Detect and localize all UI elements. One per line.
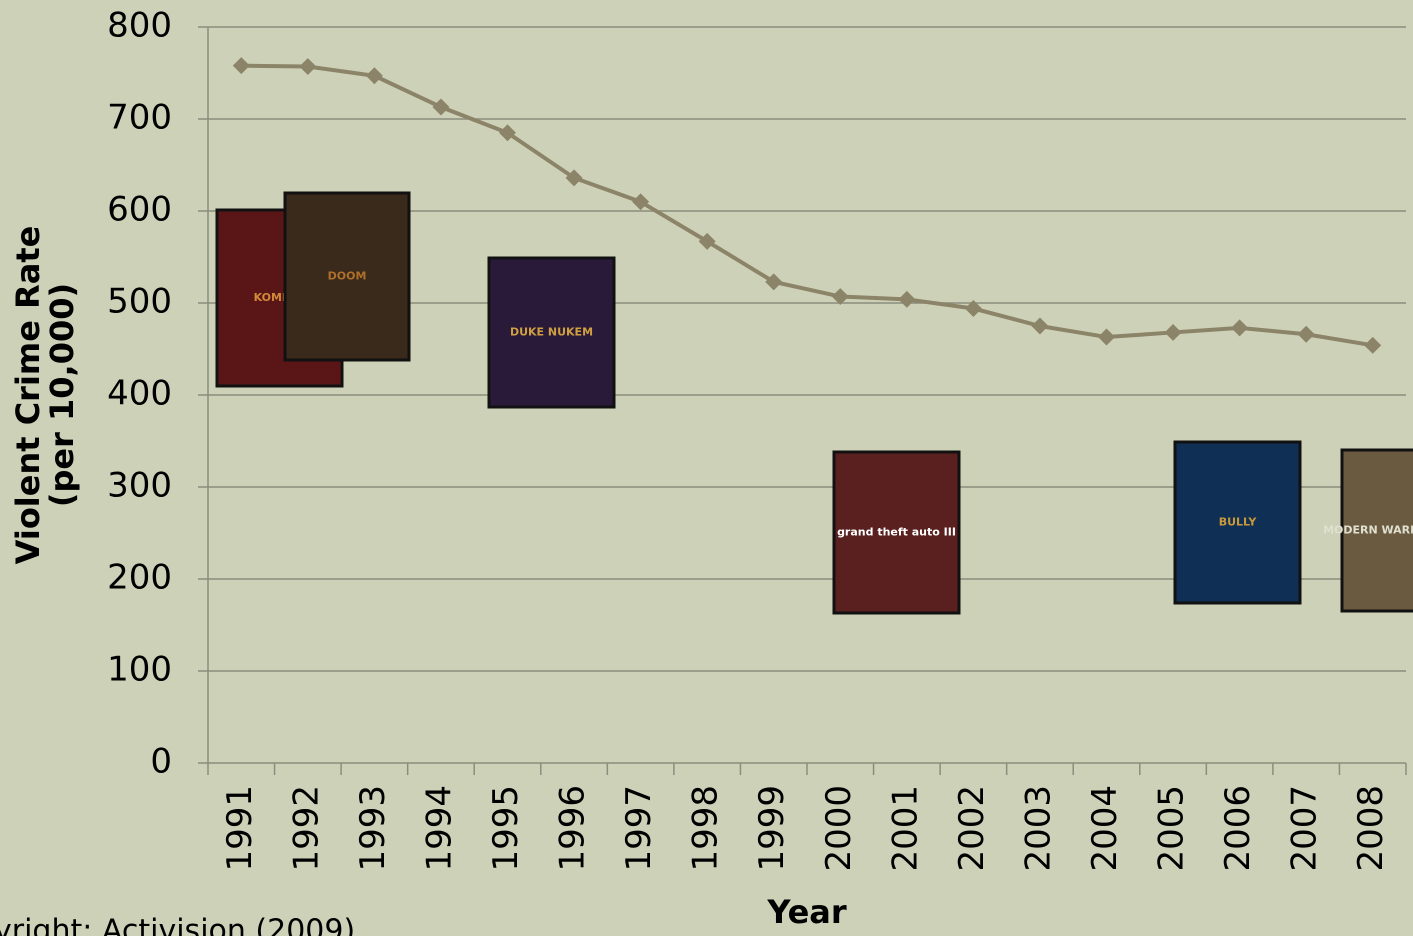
marker [698, 232, 716, 250]
x-tick-label: 2007 [1285, 785, 1325, 872]
y-axis-title: Violent Crime Rate (per 10,000) [9, 226, 81, 565]
cover-title: grand theft auto III [837, 526, 956, 539]
cover-title: DOOM [328, 270, 367, 283]
x-tick-label: 2000 [819, 785, 859, 872]
y-axis-title-line: Violent Crime Rate [9, 226, 47, 565]
x-tick-label: 1997 [619, 785, 659, 872]
copyright-note: yright: Activision (2009) [0, 914, 355, 936]
game-cover [283, 191, 411, 362]
marker [365, 67, 383, 85]
y-tick-label: 500 [107, 282, 172, 322]
x-tick-label: 2003 [1018, 785, 1058, 872]
marker [432, 98, 450, 116]
x-tick-label: 1993 [353, 785, 393, 872]
cover-title: DUKE NUKEM [510, 326, 593, 339]
x-tick-label: 1991 [220, 785, 260, 872]
x-tick-label: 1999 [752, 785, 792, 872]
marker [765, 273, 783, 291]
y-tick-label: 200 [107, 558, 172, 598]
cover-title: MODERN WARFARE [1323, 524, 1413, 537]
y-tick-label: 400 [107, 374, 172, 414]
y-tick-label: 100 [107, 650, 172, 690]
game-cover [487, 256, 616, 409]
y-tick-label: 700 [107, 98, 172, 138]
x-tick-label: 2001 [885, 785, 925, 872]
y-axis-title-line: (per 10,000) [43, 283, 81, 507]
x-tick-label: 1998 [686, 785, 726, 872]
x-tick-label: 1995 [486, 785, 526, 872]
marker [831, 288, 849, 306]
x-tick-label: 1992 [286, 785, 326, 872]
game-cover [832, 450, 961, 615]
x-tick-label: 1994 [419, 785, 459, 872]
y-tick-label: 600 [107, 190, 172, 230]
y-tick-label: 800 [107, 6, 172, 46]
marker [898, 290, 916, 308]
game-cover [1340, 448, 1413, 613]
y-tick-label: 300 [107, 466, 172, 506]
game-cover [1173, 440, 1302, 605]
line [241, 63, 1374, 348]
cover-title: BULLY [1219, 516, 1258, 529]
marker [565, 169, 583, 187]
x-tick-label: 1996 [553, 785, 593, 872]
x-tick-label: 2004 [1085, 785, 1125, 872]
x-tick-label: 2002 [952, 785, 992, 872]
x-tick-label: 2006 [1218, 785, 1258, 872]
x-tick-label: 2005 [1152, 785, 1192, 872]
marker [632, 193, 650, 211]
y-tick-label: 0 [150, 742, 172, 782]
x-tick-label: 2008 [1351, 785, 1391, 872]
marker [964, 300, 982, 318]
x-axis-title: Year [766, 893, 847, 931]
